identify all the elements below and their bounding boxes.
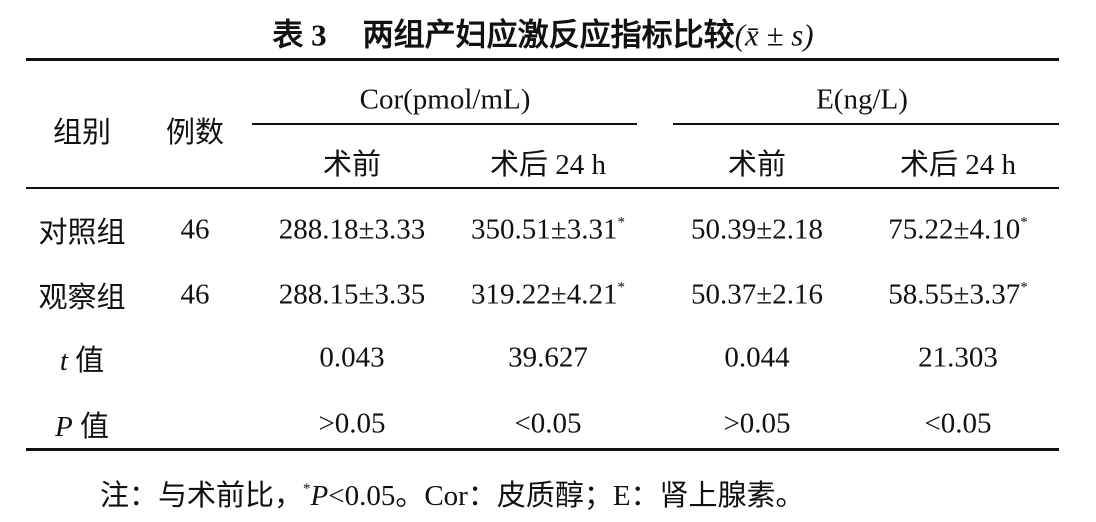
title-label: 表 3 xyxy=(272,17,327,53)
subheader-cell: 术后 24 h xyxy=(489,149,607,181)
cell-sup: * xyxy=(617,279,625,296)
header-cell: 组别 xyxy=(52,117,112,149)
cell-text: <0.05 xyxy=(924,407,992,440)
subheader-cell: 术前 xyxy=(322,149,382,181)
value-cell: 0.044 xyxy=(724,342,789,375)
note-text: 注：与术前比， xyxy=(100,480,304,512)
row-label: 对照组 xyxy=(38,209,125,251)
value-cell: 0.043 xyxy=(319,342,384,375)
cell-sup: * xyxy=(1020,279,1028,296)
top-rule xyxy=(26,58,1059,61)
cell-text: 50.37±2.16 xyxy=(691,278,823,311)
cell-text: 58.55±3.37 xyxy=(888,278,1021,311)
cell-text: 288.15±3.35 xyxy=(278,278,426,311)
value-cell: 21.303 xyxy=(918,342,998,375)
title-text: 两组产妇应激反应指标比较 xyxy=(362,17,735,53)
value-cell: 58.55±3.37* xyxy=(888,279,1027,312)
title: 表 3 两组产妇应激反应指标比较(x̄ ± s) xyxy=(272,10,813,55)
header-cell: 例数 xyxy=(165,117,225,149)
subheader-cell: 术前 xyxy=(727,149,787,181)
cell-sup: * xyxy=(617,214,625,231)
row-label: 观察组 xyxy=(38,274,125,316)
cell-text: 观察组 xyxy=(38,282,126,314)
subheader-cell: 术后 24 h xyxy=(899,149,1017,181)
row-label: t 值 xyxy=(60,337,104,379)
value-cell: 288.18±3.33 xyxy=(279,214,425,247)
value-cell: 50.39±2.18 xyxy=(691,214,823,247)
value-cell: 39.627 xyxy=(508,342,588,375)
note-text: <0.05。Cor：皮质醇；E：肾上腺素。 xyxy=(328,480,805,512)
cell-text: 350.51±3.31 xyxy=(471,213,618,246)
cell-text: 39.627 xyxy=(508,341,588,374)
count-cell: 46 xyxy=(180,278,210,311)
value-cell: 288.15±3.35 xyxy=(279,279,425,312)
cell-text: 值 xyxy=(79,411,109,443)
row-label: P 值 xyxy=(55,403,109,445)
cell-text: 288.18±3.33 xyxy=(278,213,426,246)
value-cell: <0.05 xyxy=(924,408,991,441)
count-cell: 46 xyxy=(180,213,210,246)
value-cell: 350.51±3.31* xyxy=(471,214,625,247)
cell-text: 对照组 xyxy=(38,217,126,249)
note-italic: P xyxy=(310,480,329,512)
cell-text: 0.044 xyxy=(724,341,790,374)
cell-text: >0.05 xyxy=(318,407,386,440)
cell-text: 值 xyxy=(75,345,105,377)
cell-text: 21.303 xyxy=(918,341,998,374)
cell-text: <0.05 xyxy=(514,407,582,440)
cell-sup: * xyxy=(1020,214,1028,231)
cell-italic: t xyxy=(59,345,68,377)
cell-italic: P xyxy=(55,411,73,443)
e-rule xyxy=(673,123,1059,125)
cell-text: 0.043 xyxy=(319,341,385,374)
value-cell: >0.05 xyxy=(318,408,385,441)
note-sup: * xyxy=(303,481,311,497)
bottom-rule xyxy=(26,448,1059,451)
value-cell: >0.05 xyxy=(723,408,790,441)
title-suffix: (x̄ ± s) xyxy=(734,17,814,53)
header-cell: E(ng/L) xyxy=(816,83,908,116)
cell-text: 75.22±4.10 xyxy=(888,213,1021,246)
value-cell: 75.22±4.10* xyxy=(888,214,1027,247)
note: 注：与术前比，*P<0.05。Cor：皮质醇；E：肾上腺素。 xyxy=(100,472,805,514)
value-cell: <0.05 xyxy=(514,408,581,441)
header-rule xyxy=(26,187,1059,189)
cell-text: >0.05 xyxy=(723,407,791,440)
cor-rule xyxy=(252,123,637,125)
value-cell: 50.37±2.16 xyxy=(691,279,823,312)
cell-text: 50.39±2.18 xyxy=(691,213,823,246)
cell-text: 319.22±4.21 xyxy=(471,278,618,311)
header-cell: Cor(pmol/mL) xyxy=(359,83,531,116)
value-cell: 319.22±4.21* xyxy=(471,279,625,312)
